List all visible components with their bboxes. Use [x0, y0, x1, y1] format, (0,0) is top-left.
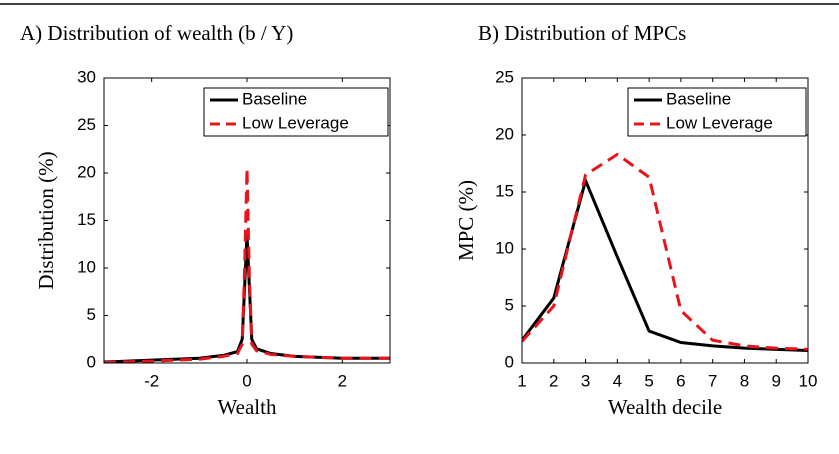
y-tick-label: 25 [77, 115, 96, 134]
legend-box [627, 87, 807, 137]
chart-title: A) Distribution of wealth (b / Y) [20, 21, 293, 45]
x-tick-label: 2 [338, 371, 347, 390]
y-tick-label: 20 [77, 162, 96, 181]
y-tick-label: 0 [87, 352, 96, 371]
y-tick-label: 10 [495, 238, 514, 257]
legend-label: Low Leverage [666, 113, 773, 132]
x-tick-label: 4 [613, 371, 622, 390]
series-line [104, 234, 390, 363]
x-tick-label: 2 [549, 371, 558, 390]
y-tick-label: 5 [505, 295, 514, 314]
x-tick-label: 3 [581, 371, 590, 390]
x-tick-label: 7 [708, 371, 717, 390]
x-tick-label: 6 [676, 371, 685, 390]
y-axis-label: Distribution (%) [34, 151, 58, 289]
x-tick-label: 5 [644, 371, 653, 390]
legend-label: Low Leverage [242, 113, 349, 132]
x-tick-label: -2 [144, 371, 159, 390]
x-tick-label: 9 [771, 371, 780, 390]
legend-box [203, 87, 389, 137]
y-tick-label: 10 [77, 257, 96, 276]
x-tick-label: 8 [740, 371, 749, 390]
axes-box [103, 77, 391, 364]
y-tick-label: 20 [495, 124, 514, 143]
chart-title: B) Distribution of MPCs [478, 21, 686, 45]
axes-box [521, 77, 809, 364]
x-tick-label: 10 [799, 371, 818, 390]
x-axis-label: Wealth decile [608, 395, 722, 419]
legend-label: Baseline [242, 89, 307, 108]
y-tick-label: 15 [495, 181, 514, 200]
y-tick-label: 30 [77, 67, 96, 86]
y-tick-label: 0 [505, 352, 514, 371]
y-tick-label: 25 [495, 67, 514, 86]
y-axis-label: MPC (%) [454, 180, 478, 261]
y-tick-label: 5 [87, 305, 96, 324]
x-axis-label: Wealth [218, 395, 277, 419]
x-tick-label: 1 [517, 371, 526, 390]
series-line [522, 175, 808, 352]
x-tick-label: 0 [242, 371, 251, 390]
series-line [522, 152, 808, 351]
series-line [104, 168, 390, 363]
y-tick-label: 15 [77, 210, 96, 229]
legend-label: Baseline [666, 89, 731, 108]
